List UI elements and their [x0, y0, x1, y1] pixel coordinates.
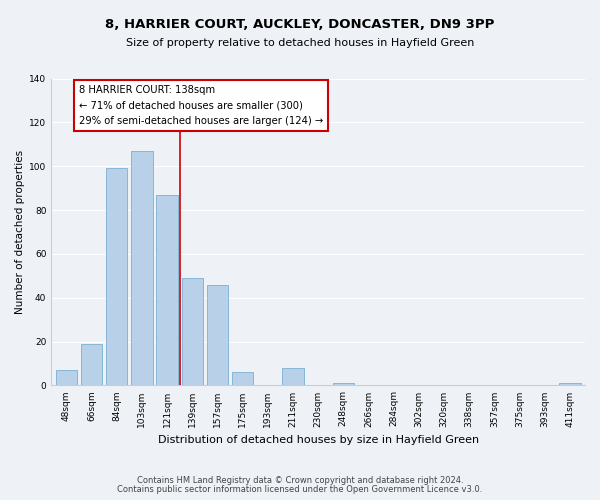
Bar [332, 383, 354, 386]
Bar [157, 194, 178, 386]
Text: 8 HARRIER COURT: 138sqm
← 71% of detached houses are smaller (300)
29% of semi-d: 8 HARRIER COURT: 138sqm ← 71% of detache… [79, 85, 323, 126]
Bar [182, 278, 203, 386]
Bar [559, 383, 581, 386]
Bar [81, 344, 102, 386]
Bar [106, 168, 127, 386]
Bar [282, 368, 304, 386]
Y-axis label: Number of detached properties: Number of detached properties [15, 150, 25, 314]
Bar [131, 151, 152, 386]
Text: Contains public sector information licensed under the Open Government Licence v3: Contains public sector information licen… [118, 485, 482, 494]
Bar [232, 372, 253, 386]
Text: 8, HARRIER COURT, AUCKLEY, DONCASTER, DN9 3PP: 8, HARRIER COURT, AUCKLEY, DONCASTER, DN… [106, 18, 494, 30]
X-axis label: Distribution of detached houses by size in Hayfield Green: Distribution of detached houses by size … [158, 435, 479, 445]
Text: Size of property relative to detached houses in Hayfield Green: Size of property relative to detached ho… [126, 38, 474, 48]
Bar [207, 284, 228, 386]
Text: Contains HM Land Registry data © Crown copyright and database right 2024.: Contains HM Land Registry data © Crown c… [137, 476, 463, 485]
Bar [56, 370, 77, 386]
